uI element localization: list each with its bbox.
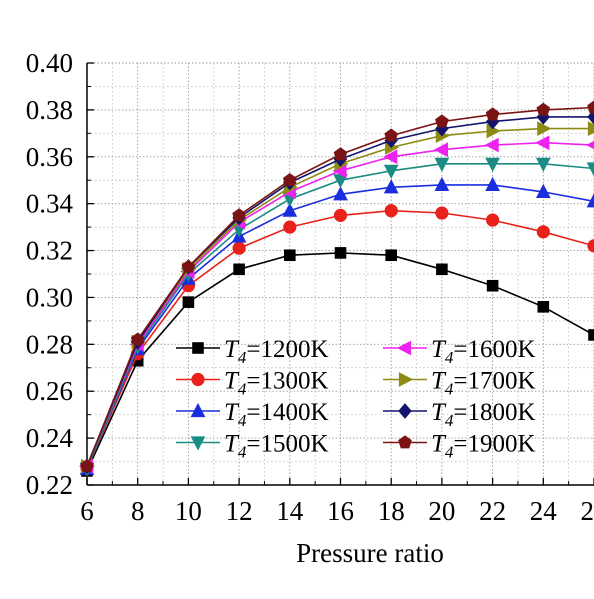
data-point <box>335 248 346 259</box>
legend-item: T4=1600K <box>383 336 536 367</box>
x-tick-label: 12 <box>226 496 253 526</box>
legend-item: T4=1700K <box>383 368 536 399</box>
legend-item: T4=1800K <box>383 399 536 430</box>
y-tick-label: 0.40 <box>26 48 73 78</box>
data-point <box>436 207 448 219</box>
x-tick-label: 22 <box>479 496 506 526</box>
data-point <box>437 264 448 275</box>
data-point <box>588 101 594 113</box>
legend-label: T4=1500K <box>224 431 329 462</box>
legend-item: T4=1300K <box>176 368 329 399</box>
x-tick-label: 8 <box>131 496 145 526</box>
data-point <box>284 221 296 233</box>
data-point <box>487 280 498 291</box>
data-point <box>436 115 449 127</box>
x-axis-label: Pressure ratio <box>296 538 444 568</box>
data-point <box>486 214 498 226</box>
legend-label: T4=1600K <box>431 336 536 367</box>
data-point <box>587 163 594 176</box>
y-tick-label: 0.30 <box>26 282 73 312</box>
data-point <box>334 148 347 160</box>
data-point <box>588 122 594 135</box>
legend-label: T4=1300K <box>224 368 329 399</box>
data-point <box>334 209 346 221</box>
y-tick-label: 0.28 <box>26 329 73 359</box>
x-tick-label: 10 <box>175 496 202 526</box>
legend-label: T4=1900K <box>431 431 536 462</box>
data-point <box>538 301 549 312</box>
y-tick-label: 0.24 <box>26 423 74 453</box>
x-tick-label: 6 <box>80 496 94 526</box>
y-tick-label: 0.38 <box>26 95 73 125</box>
data-point <box>234 264 245 275</box>
y-tick-label: 0.34 <box>26 189 74 219</box>
legend-marker <box>399 404 411 418</box>
data-point <box>385 129 398 141</box>
legend-marker <box>193 343 204 354</box>
legend-label: T4=1200K <box>224 336 329 367</box>
legend-item: T4=1500K <box>176 431 329 462</box>
data-point <box>233 242 245 254</box>
x-tick-label: 14 <box>276 496 304 526</box>
legend-marker <box>399 373 412 386</box>
data-point <box>589 330 594 341</box>
y-tick-label: 0.32 <box>26 236 73 266</box>
data-point <box>485 138 498 151</box>
legend-marker <box>192 373 204 385</box>
y-tick-label: 0.22 <box>26 470 73 500</box>
x-tick-label: 26 <box>581 496 594 526</box>
x-tick-label: 16 <box>327 496 354 526</box>
data-point <box>587 138 594 151</box>
data-point <box>386 250 397 261</box>
data-point <box>536 136 549 149</box>
x-tick-label: 20 <box>428 496 455 526</box>
legend-marker <box>399 436 412 448</box>
legend-label: T4=1700K <box>431 368 536 399</box>
y-tick-label: 0.36 <box>26 142 73 172</box>
data-point <box>385 205 397 217</box>
data-point <box>435 143 448 156</box>
data-point <box>284 250 295 261</box>
legend-label: T4=1800K <box>431 399 536 430</box>
x-tick-label: 18 <box>378 496 405 526</box>
data-point <box>183 297 194 308</box>
y-tick-label: 0.26 <box>26 376 73 406</box>
legend-item: T4=1200K <box>176 336 329 367</box>
legend-item: T4=1900K <box>383 431 536 462</box>
data-point <box>283 174 296 186</box>
legend-label: T4=1400K <box>224 399 329 430</box>
data-point <box>233 209 246 221</box>
legend-marker <box>398 341 411 354</box>
x-tick-label: 24 <box>530 496 558 526</box>
data-point <box>537 103 550 115</box>
legend-item: T4=1400K <box>176 399 329 430</box>
data-point <box>537 226 549 238</box>
